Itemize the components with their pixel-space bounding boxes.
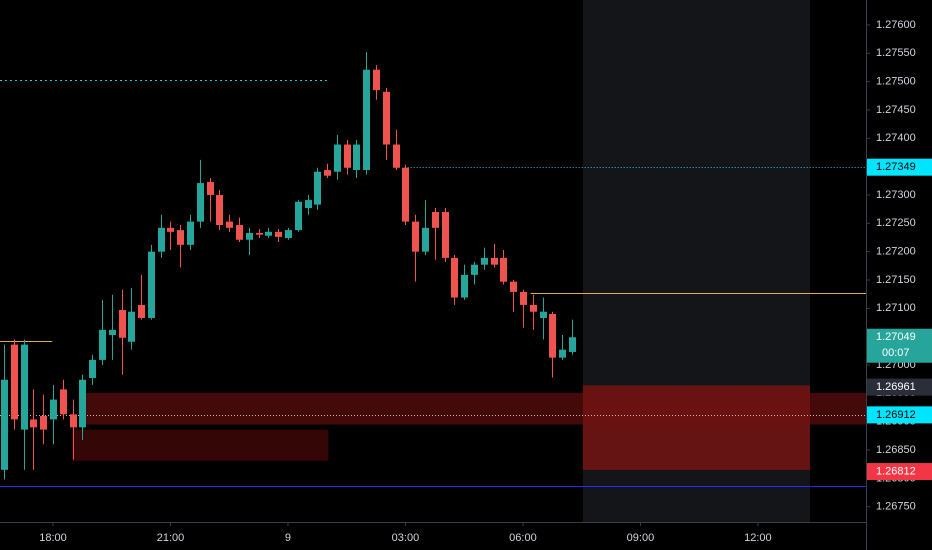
candle-body: [207, 181, 214, 195]
candle-body: [305, 200, 312, 209]
y-tick-label: 1.27600: [876, 19, 916, 31]
candle-body: [109, 329, 116, 335]
y-tick-label: 1.27400: [876, 132, 916, 144]
candle-body: [265, 231, 272, 236]
axes: 1.267501.268001.268501.269001.269501.270…: [39, 19, 932, 544]
candle-body: [540, 311, 547, 318]
y-tick-label: 1.27200: [876, 246, 916, 258]
candle-body: [549, 313, 556, 358]
x-tick-label: 9: [285, 532, 291, 544]
price-badge-label: 1.26961: [876, 381, 916, 393]
countdown-label: 00:07: [882, 347, 910, 359]
y-tick-label: 1.27150: [876, 274, 916, 286]
candle-body: [295, 201, 302, 231]
candle-body: [256, 232, 263, 235]
candle-body: [167, 227, 174, 232]
candle-body: [226, 221, 233, 228]
candle-body: [177, 230, 184, 245]
candle-body: [500, 257, 507, 282]
x-tick-label: 21:00: [157, 532, 185, 544]
candle-body: [197, 183, 204, 222]
candle-body: [70, 414, 77, 428]
y-tick-label: 1.27450: [876, 104, 916, 116]
y-tick-label: 1.27500: [876, 76, 916, 88]
x-tick-label: 03:00: [392, 532, 420, 544]
candle-body: [11, 344, 18, 420]
candle-body: [236, 225, 243, 240]
zone: [72, 429, 329, 461]
y-tick-label: 1.27550: [876, 47, 916, 59]
candle-body: [285, 230, 292, 239]
candle-body: [569, 337, 576, 352]
candle-body: [89, 359, 96, 379]
candle-body: [559, 349, 566, 358]
candle-body: [128, 311, 135, 342]
price-badge: [867, 463, 932, 481]
candle-body: [422, 227, 429, 252]
candle-body: [363, 69, 370, 171]
candle-body: [246, 232, 253, 240]
y-tick-label: 1.27300: [876, 189, 916, 201]
candle-body: [275, 231, 282, 237]
candle-body: [187, 221, 194, 245]
x-tick-label: 09:00: [627, 532, 655, 544]
candle-body: [99, 329, 106, 360]
plot-area: [0, 0, 866, 522]
candle-body: [50, 399, 57, 420]
x-tick-label: 18:00: [39, 532, 67, 544]
candle-body: [451, 257, 458, 298]
candle-body: [442, 211, 449, 258]
y-tick-label: 1.27250: [876, 217, 916, 229]
y-tick-label: 1.26750: [876, 501, 916, 513]
candle-body: [461, 274, 468, 298]
candle-body: [138, 304, 145, 318]
candle-body: [393, 144, 400, 168]
candle-body: [530, 304, 537, 312]
candle-body: [471, 264, 478, 275]
candle-body: [324, 170, 331, 176]
candle-body: [402, 167, 409, 222]
candle-body: [40, 416, 47, 430]
candle-body: [21, 344, 28, 430]
candle-body: [344, 144, 351, 168]
candle-body: [334, 144, 341, 172]
candle-body: [314, 171, 321, 205]
candle-body: [79, 379, 86, 428]
candle-body: [353, 144, 360, 171]
candle-body: [119, 310, 126, 338]
price-badge-label: 1.27049: [876, 331, 916, 343]
candle-body: [1, 379, 8, 470]
price-badge: [867, 406, 932, 424]
candle-body: [510, 281, 517, 292]
candle-body: [383, 91, 390, 145]
price-badge-label: 1.27349: [876, 161, 916, 173]
y-tick-label: 1.26850: [876, 444, 916, 456]
candle-body: [30, 419, 37, 428]
candle-body: [158, 227, 165, 252]
candle-body: [520, 291, 527, 305]
candle-body: [491, 257, 498, 265]
candle-body: [432, 211, 439, 228]
y-tick-label: 1.27100: [876, 302, 916, 314]
x-tick-label: 12:00: [744, 532, 772, 544]
candle-body: [148, 251, 155, 318]
candle-body: [373, 69, 380, 91]
candle-body: [481, 257, 488, 265]
price-badge: [867, 328, 932, 363]
x-tick-label: 06:00: [509, 532, 537, 544]
candle-body: [412, 221, 419, 252]
candle-body: [216, 194, 223, 226]
price-badge: [867, 378, 932, 396]
price-badge-label: 1.26912: [876, 409, 916, 421]
price-badge-label: 1.26812: [876, 465, 916, 477]
zone: [582, 385, 810, 470]
price-badge: [867, 158, 932, 176]
candle-body: [60, 389, 67, 415]
